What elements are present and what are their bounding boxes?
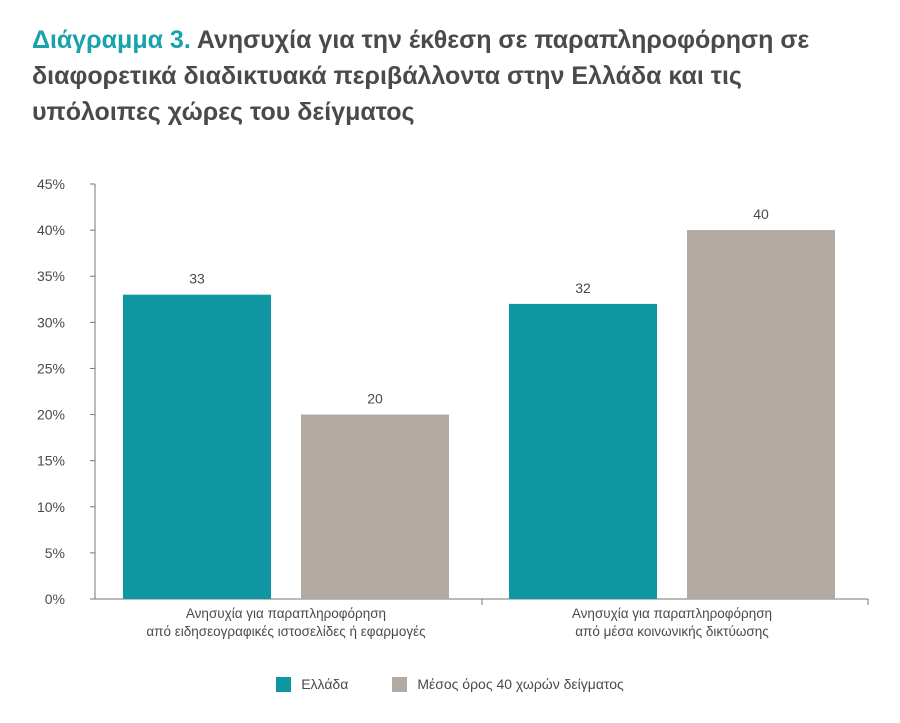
y-tick-label: 5% — [45, 545, 65, 561]
data-label: 40 — [753, 206, 769, 222]
bar — [509, 303, 657, 599]
legend-item: Μέσος όρος 40 χωρών δείγματος — [392, 676, 624, 692]
y-tick-label: 25% — [37, 360, 65, 376]
legend-label: Ελλάδα — [301, 676, 349, 692]
y-tick-label: 45% — [37, 176, 65, 192]
y-tick-label: 15% — [37, 453, 65, 469]
y-tick-label: 30% — [37, 314, 65, 330]
data-label: 20 — [367, 391, 383, 407]
bar — [301, 414, 449, 599]
bar — [123, 294, 271, 599]
data-label: 33 — [189, 271, 205, 287]
y-tick-label: 10% — [37, 499, 65, 515]
category-label: Ανησυχία για παραπληροφόρηση — [572, 606, 772, 621]
chart-title: Διάγραμμα 3. Ανησυχία για την έκθεση σε … — [32, 22, 872, 130]
y-tick-label: 35% — [37, 268, 65, 284]
legend-swatch — [276, 676, 292, 692]
chart-title-prefix: Διάγραμμα 3. — [32, 26, 191, 54]
legend-item: Ελλάδα — [276, 676, 348, 692]
legend-label: Μέσος όρος 40 χωρών δείγματος — [417, 676, 624, 692]
bar — [687, 230, 835, 599]
y-tick-label: 20% — [37, 407, 65, 423]
category-label: Ανησυχία για παραπληροφόρηση — [186, 606, 386, 621]
y-tick-label: 40% — [37, 222, 65, 238]
legend-swatch — [392, 676, 408, 692]
chart-legend: Ελλάδα Μέσος όρος 40 χωρών δείγματος — [0, 676, 900, 692]
chart-title-text: Ανησυχία για την έκθεση σε παραπληροφόρη… — [32, 26, 810, 126]
bar-chart: 0% 5% 10% 15% 20% 25% 30% 35% 40% 45% 33 20 Ανησυχία… — [37, 176, 869, 639]
y-tick-label: 0% — [45, 591, 65, 607]
data-label: 32 — [575, 280, 591, 296]
category-label: από ειδησεογραφικές ιστοσελίδες ή εφαρμο… — [146, 624, 426, 639]
category-label: από μέσα κοινωνικής δικτύωσης — [575, 624, 769, 639]
